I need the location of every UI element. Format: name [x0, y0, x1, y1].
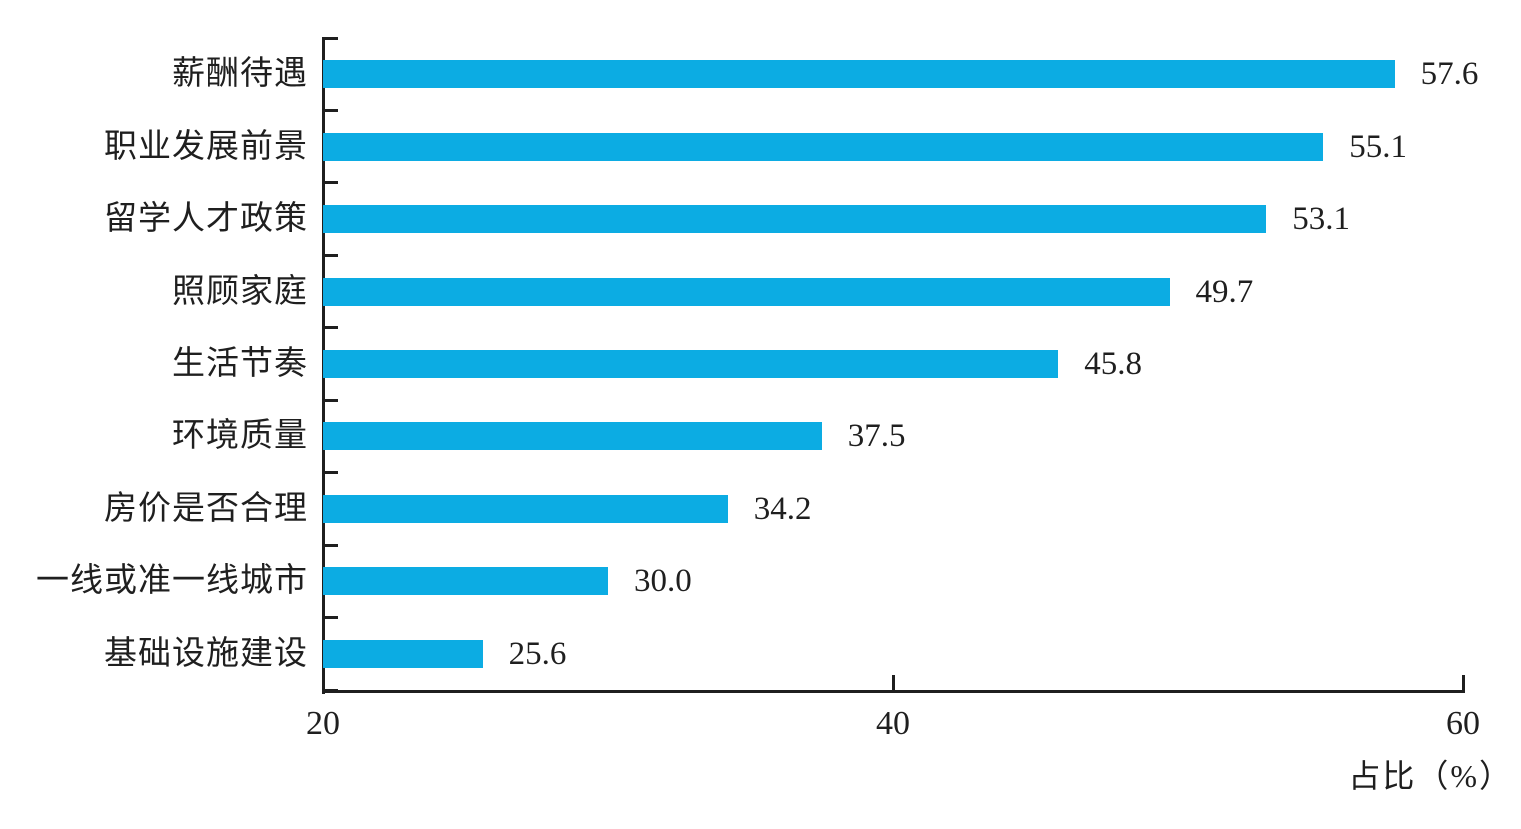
x-axis-tick	[891, 675, 895, 690]
category-label: 生活节奏	[172, 346, 308, 382]
x-axis-title: 占比（%）	[1348, 758, 1513, 794]
y-axis-tick	[325, 108, 338, 112]
value-label: 34.2	[753, 490, 812, 527]
y-axis-tick	[325, 181, 338, 185]
bar	[323, 205, 1267, 234]
bar	[323, 350, 1059, 378]
value-label: 57.6	[1420, 56, 1479, 93]
y-axis-tick	[325, 398, 338, 402]
x-axis-tick	[1461, 675, 1465, 690]
y-axis-tick	[325, 36, 338, 40]
value-label: 55.1	[1349, 128, 1408, 165]
value-label: 45.8	[1084, 346, 1143, 382]
y-axis-tick	[325, 616, 338, 620]
value-label: 25.6	[508, 635, 567, 672]
category-label: 薪酬待遇	[172, 56, 308, 93]
category-label: 环境质量	[172, 418, 308, 455]
category-label: 一线或准一线城市	[36, 563, 308, 600]
y-axis-tick	[325, 471, 338, 475]
value-label: 37.5	[847, 418, 906, 455]
bar	[323, 277, 1170, 306]
category-label: 基础设施建设	[104, 635, 308, 672]
bar	[323, 639, 483, 668]
bar	[323, 60, 1395, 89]
value-label: 53.1	[1292, 201, 1351, 238]
y-axis-tick	[325, 253, 338, 257]
y-axis-tick	[325, 543, 338, 547]
bar	[323, 567, 608, 596]
x-tick-label: 20	[306, 705, 340, 742]
x-axis-line	[322, 690, 1465, 693]
y-axis-tick	[325, 688, 338, 692]
y-axis-tick	[325, 326, 338, 330]
category-label: 职业发展前景	[104, 128, 308, 165]
bar	[323, 132, 1324, 161]
category-label: 留学人才政策	[104, 201, 308, 238]
x-tick-label: 60	[1446, 705, 1480, 742]
bar	[323, 494, 728, 523]
category-label: 房价是否合理	[104, 490, 308, 527]
category-label: 照顾家庭	[172, 273, 308, 310]
value-label: 30.0	[634, 563, 692, 600]
x-tick-label: 40	[876, 705, 910, 742]
value-label: 49.7	[1195, 273, 1254, 310]
bar	[323, 422, 822, 451]
